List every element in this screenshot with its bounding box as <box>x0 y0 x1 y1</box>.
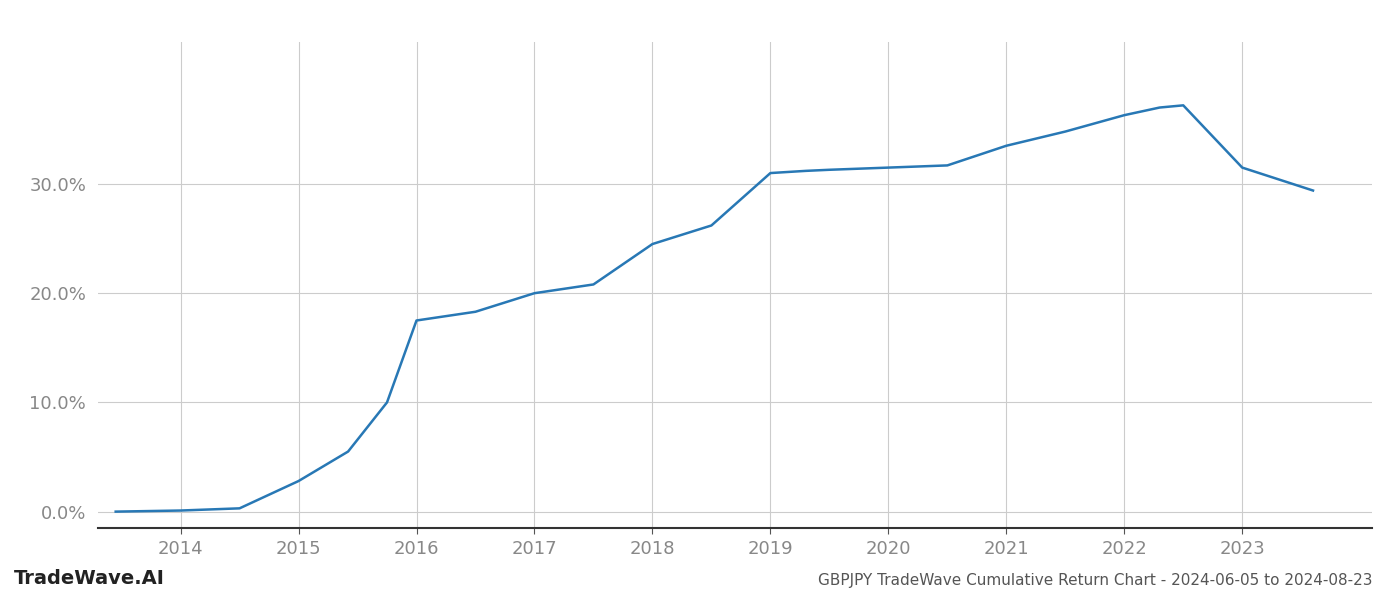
Text: TradeWave.AI: TradeWave.AI <box>14 569 165 588</box>
Text: GBPJPY TradeWave Cumulative Return Chart - 2024-06-05 to 2024-08-23: GBPJPY TradeWave Cumulative Return Chart… <box>818 573 1372 588</box>
